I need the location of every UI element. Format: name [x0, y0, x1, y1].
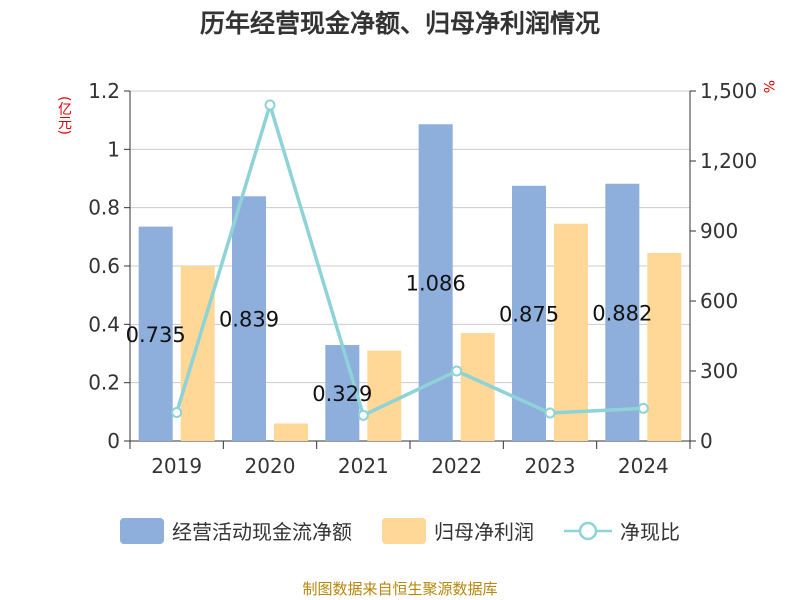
right-axis-tick-label: 1,200 — [700, 149, 757, 173]
x-axis-tick-label: 2024 — [618, 454, 669, 478]
legend: 经营活动现金流净额 归母净利润 净现比 — [0, 516, 800, 545]
point-ratio — [544, 407, 556, 419]
left-axis-tick-label: 0.6 — [88, 254, 120, 278]
bar-cashflow — [605, 183, 640, 441]
legend-line-icon — [564, 521, 612, 540]
point-ratio — [451, 365, 463, 377]
chart-title: 历年经营现金净额、归母净利润情况 — [199, 9, 600, 38]
x-axis-tick-label: 2022 — [431, 454, 482, 478]
data-label-cashflow: 0.882 — [592, 301, 652, 325]
point-ratio — [637, 402, 649, 414]
legend-item-profit: 归母净利润 — [382, 516, 534, 545]
bar-profit — [554, 223, 588, 441]
legend-label-ratio: 净现比 — [620, 520, 680, 544]
legend-swatch-cashflow — [120, 517, 164, 544]
legend-item-ratio: 净现比 — [564, 516, 680, 545]
left-axis-tick-label: 0.4 — [88, 312, 120, 336]
bar-cashflow — [232, 196, 266, 441]
data-source-note: 制图数据来自恒生聚源数据库 — [302, 580, 498, 598]
left-axis-tick-label: 0 — [107, 429, 120, 453]
left-axis-tick-label: 1 — [107, 137, 120, 161]
left-axis-tick-label: 1.2 — [88, 79, 120, 103]
right-axis-tick-label: 0 — [700, 429, 713, 453]
data-label-cashflow: 0.329 — [312, 382, 372, 406]
bar-cashflow — [138, 226, 173, 441]
legend-label-profit: 归母净利润 — [434, 520, 534, 544]
x-axis-tick-label: 2021 — [338, 454, 389, 478]
right-axis-tick-label: 1,500 — [700, 79, 757, 103]
right-axis-tick-label: 900 — [700, 219, 738, 243]
x-axis-tick-label: 2019 — [151, 454, 202, 478]
x-axis-tick-label: 2023 — [525, 454, 576, 478]
point-ratio — [357, 409, 369, 421]
right-axis-unit: % — [760, 80, 776, 94]
data-label-cashflow: 0.875 — [499, 302, 559, 326]
line-ratio — [174, 103, 644, 418]
right-axis-tick-label: 600 — [700, 289, 738, 313]
data-label-cashflow: 0.735 — [126, 323, 186, 347]
bar-profit — [367, 350, 402, 441]
x-axis-tick-label: 2020 — [245, 454, 296, 478]
bar-cashflow — [325, 345, 360, 441]
point-ratio — [171, 407, 183, 419]
bar-profit — [274, 423, 308, 441]
legend-item-cashflow: 经营活动现金流净额 — [120, 516, 352, 545]
data-label-cashflow: 0.839 — [219, 308, 279, 332]
left-axis-unit: (亿元) — [56, 96, 72, 135]
left-axis-tick-label: 0.8 — [88, 196, 120, 220]
bar-profit — [180, 266, 215, 441]
right-axis-tick-label: 300 — [700, 359, 738, 383]
bar-profit — [647, 252, 682, 441]
point-ratio — [264, 99, 276, 111]
legend-label-cashflow: 经营活动现金流净额 — [172, 520, 352, 544]
left-axis-tick-label: 0.2 — [88, 371, 120, 395]
legend-swatch-profit — [382, 517, 426, 544]
data-label-cashflow: 1.086 — [406, 272, 466, 296]
